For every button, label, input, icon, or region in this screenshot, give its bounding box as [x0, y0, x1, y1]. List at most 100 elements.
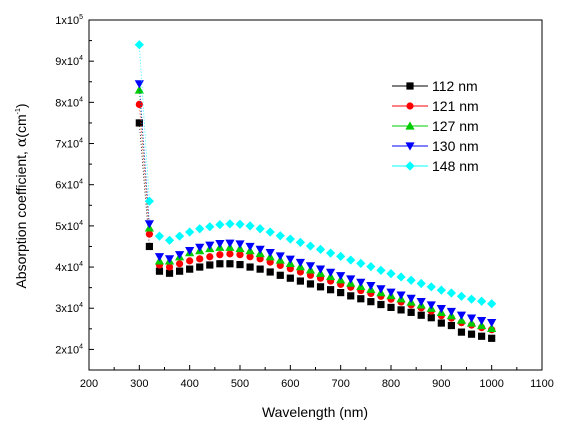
data-point [487, 319, 497, 328]
data-point [396, 291, 406, 300]
y-axis-title-unit-close: ) [13, 103, 29, 108]
data-point [336, 251, 346, 261]
data-point [316, 283, 325, 291]
data-point [487, 323, 497, 333]
data-point [446, 307, 456, 317]
data-point [155, 267, 164, 275]
x-tick-label: 800 [382, 378, 400, 390]
data-point [295, 237, 305, 247]
legend-marker [405, 142, 415, 151]
data-point [135, 100, 143, 109]
x-axis: 200 300 400 500 600 700 800 900 1000 1100 [80, 365, 554, 390]
y-tick-label: 4x104 [55, 261, 83, 274]
data-point [477, 296, 487, 306]
data-point [134, 85, 144, 94]
data-point [426, 282, 436, 292]
data-point [477, 316, 487, 326]
data-point [226, 260, 234, 268]
x-tick-label: 1100 [530, 378, 554, 390]
data-point [164, 255, 175, 264]
data-point [285, 234, 295, 244]
data-point [436, 305, 446, 314]
data-point [478, 332, 486, 340]
x-tick-label: 900 [432, 378, 450, 390]
data-point [286, 274, 294, 282]
y-tick-label: 7x104 [55, 138, 83, 151]
series-connector [138, 104, 150, 235]
data-point [466, 294, 477, 304]
data-point [367, 298, 375, 306]
data-point [436, 285, 446, 295]
data-point [144, 220, 154, 229]
data-point [195, 224, 205, 234]
data-point [225, 219, 235, 229]
data-point [265, 249, 275, 258]
data-point [246, 253, 254, 261]
data-point [377, 300, 385, 309]
data-point [315, 265, 326, 274]
data-point [215, 220, 225, 230]
data-point [488, 334, 496, 342]
series-112-nm [135, 119, 496, 342]
data-point [447, 321, 455, 330]
series-connector [138, 44, 150, 202]
y-axis-title: Absorption coefficient, α(cm-1) [13, 103, 30, 288]
data-point [466, 314, 477, 323]
y-tick-label: 2x104 [55, 343, 83, 356]
data-point [386, 288, 396, 297]
data-point [185, 246, 195, 256]
y-axis-title-unit-exp: -1 [15, 108, 22, 114]
x-tick-label: 200 [80, 378, 98, 390]
data-point [366, 281, 376, 291]
y-tick-label: 3x104 [55, 302, 83, 315]
data-point [356, 258, 366, 268]
data-point [245, 221, 255, 231]
y-axis-title-symbol: α [14, 137, 30, 147]
data-series [134, 40, 497, 342]
data-point [185, 227, 195, 237]
y-tick-label: 1x105 [55, 14, 83, 27]
legend-marker [405, 121, 415, 130]
data-point [255, 224, 265, 234]
y-axis-title-unit: (cm [13, 114, 29, 137]
y-axis-title-text: Absorption coefficient, [13, 147, 29, 288]
legend-marker [405, 161, 415, 171]
x-axis-title: Wavelength (nm) [262, 404, 368, 420]
data-point [386, 269, 396, 279]
data-point [196, 263, 204, 271]
data-point [456, 291, 467, 301]
data-point [245, 242, 255, 252]
data-point [407, 308, 415, 316]
data-point [205, 241, 215, 250]
data-point [186, 257, 194, 265]
x-tick-label: 700 [331, 378, 349, 390]
data-point [154, 231, 165, 241]
data-point [175, 231, 185, 241]
data-point [276, 271, 284, 279]
data-point [154, 253, 165, 262]
data-point [315, 244, 326, 254]
data-point [265, 227, 275, 237]
data-point [165, 269, 174, 277]
data-point [305, 262, 316, 271]
data-point [266, 268, 274, 276]
y-tick-label: 6x104 [55, 179, 83, 192]
data-point [327, 286, 335, 294]
data-point [216, 251, 224, 259]
data-point [295, 258, 305, 268]
data-point [416, 298, 426, 307]
data-point [164, 235, 175, 245]
data-point [346, 275, 356, 284]
data-point [406, 275, 416, 285]
legend: 112 nm 121 nm 127 nm 130 nm 148 nm [392, 78, 479, 174]
legend-label: 148 nm [432, 158, 479, 174]
data-point [347, 292, 355, 300]
data-point [134, 80, 144, 89]
data-point [296, 277, 304, 285]
data-point [306, 280, 315, 288]
data-point [195, 243, 205, 252]
data-point [326, 248, 336, 258]
y-tick-label: 5x104 [55, 220, 83, 233]
data-point [225, 239, 235, 248]
